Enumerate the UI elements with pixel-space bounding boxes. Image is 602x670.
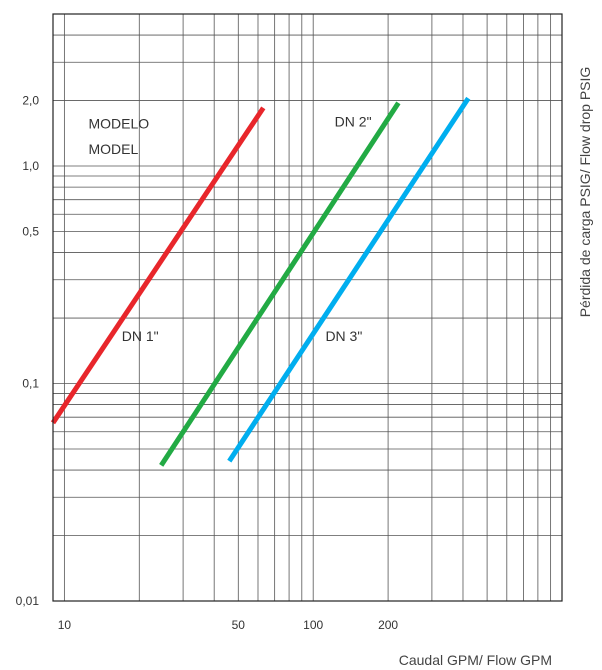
y-tick-label: 0,1 — [22, 377, 39, 391]
series-line — [50, 106, 266, 425]
y-tick-label: 2,0 — [22, 94, 39, 108]
annotation-label: DN 1" — [122, 328, 159, 344]
y-tick-label: 0,01 — [16, 594, 40, 608]
annotation-label: MODELO — [88, 115, 149, 131]
x-tick-label: 50 — [232, 618, 246, 632]
annotation-label: DN 2" — [335, 114, 372, 130]
tick-labels: 10 50 100 200 2,0 1,0 0,5 0,1 0,01 — [16, 94, 399, 632]
annotation-label: MODEL — [88, 141, 138, 157]
x-tick-label: 200 — [378, 618, 398, 632]
grid-lines — [53, 14, 562, 601]
x-tick-label: 10 — [58, 618, 72, 632]
y-tick-label: 1,0 — [22, 159, 39, 173]
annotation-label: DN 3" — [325, 328, 362, 344]
y-tick-label: 0,5 — [22, 224, 39, 238]
series-line — [227, 96, 471, 463]
y-axis-title: Pérdida de carga PSIG/ Flow drop PSIG — [577, 67, 593, 318]
series-layer — [50, 96, 471, 467]
plot-frame — [52, 13, 563, 602]
x-tick-label: 100 — [303, 618, 323, 632]
series-line — [159, 101, 401, 467]
x-axis-title: Caudal GPM/ Flow GPM — [399, 652, 552, 668]
annotations: MODELO MODEL DN 2" DN 1" DN 3" — [88, 114, 371, 345]
